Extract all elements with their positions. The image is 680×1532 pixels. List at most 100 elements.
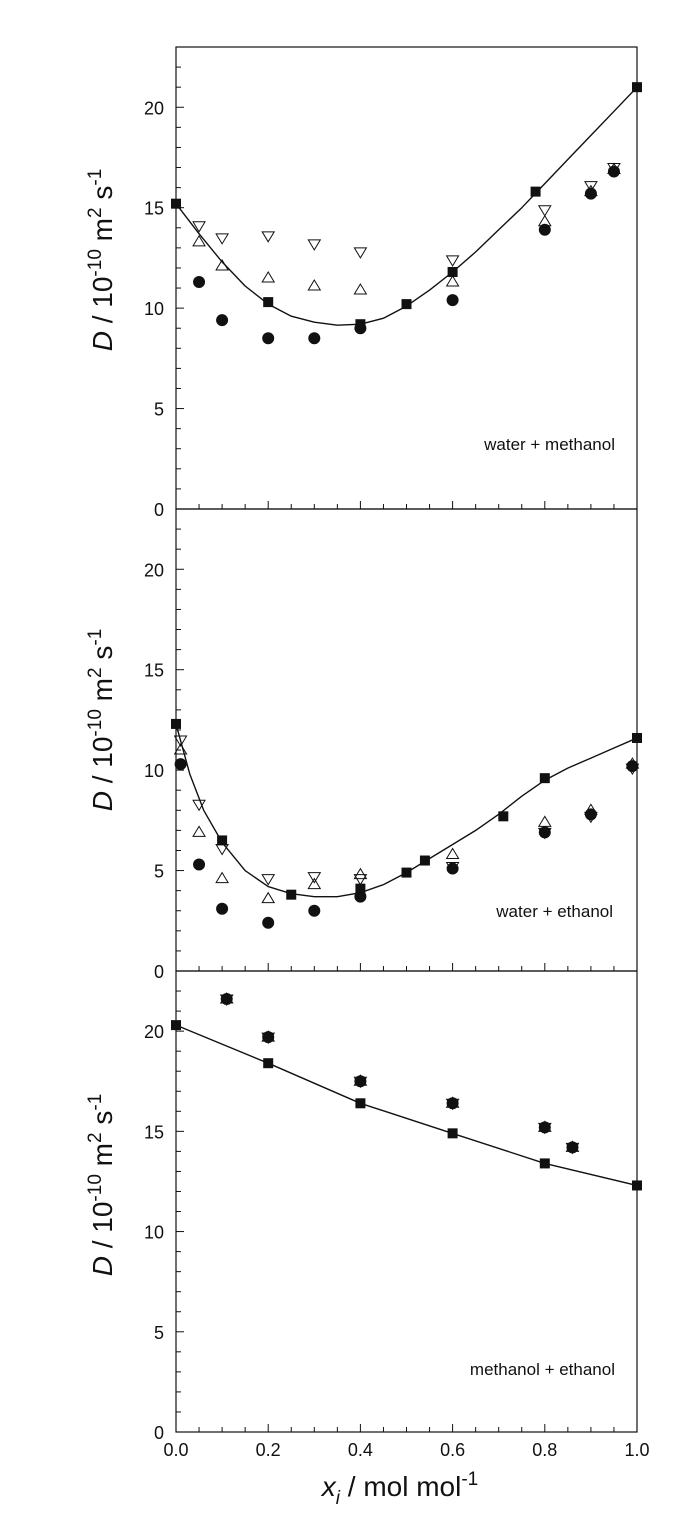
point-filled-square xyxy=(263,1058,274,1069)
point-filled-square xyxy=(355,883,366,894)
y-tick-label: 15 xyxy=(144,661,164,681)
point-open-triangle-down xyxy=(215,233,229,245)
point-filled-circle xyxy=(584,808,597,821)
point-open-triangle-down xyxy=(445,255,460,267)
y-tick-label: 15 xyxy=(144,199,164,219)
point-filled-square xyxy=(171,1020,181,1031)
point-filled-square xyxy=(632,1180,642,1191)
panel-bottom: 0 5 10 15 20 D / 10-10 m2 s-1 methanol + ethan… xyxy=(85,970,650,1509)
y-tick-label: 20 xyxy=(144,1022,164,1042)
point-filled-circle xyxy=(538,1121,551,1134)
point-filled-circle xyxy=(538,826,551,839)
point-open-triangle-up xyxy=(307,279,322,291)
point-filled-square xyxy=(498,811,509,822)
y-tick-label: 20 xyxy=(144,98,164,118)
point-filled-circle xyxy=(220,993,233,1006)
point-open-triangle-up xyxy=(307,877,322,890)
point-open-triangle-down xyxy=(192,799,206,812)
point-filled-square xyxy=(419,855,430,866)
x-tick-label: 0.8 xyxy=(532,1440,557,1460)
y-tick-label: 5 xyxy=(154,400,164,420)
point-open-triangle-up xyxy=(261,271,276,283)
x-tick-label: 0.0 xyxy=(163,1440,188,1460)
point-filled-circle xyxy=(308,904,321,917)
point-filled-circle xyxy=(193,858,206,871)
point-open-triangle-down xyxy=(353,874,368,886)
panel-middle: 0 5 10 15 20 D / 10-10 m2 s-1 water + ethanol xyxy=(85,508,642,982)
point-open-triangle-up xyxy=(445,275,460,287)
y-axis-title: D / 10-10 m2 s-1 xyxy=(85,629,118,812)
fit-curve xyxy=(175,723,638,898)
panel-top: 0 5 10 15 20 D / 10-10 m2 s-1 water + methanol xyxy=(85,46,642,520)
point-open-triangle-down xyxy=(307,239,322,251)
x-tick-label: 1.0 xyxy=(624,1440,649,1460)
point-filled-square xyxy=(632,82,642,93)
point-open-triangle-down xyxy=(261,874,276,886)
point-filled-square xyxy=(530,186,541,197)
point-filled-square xyxy=(263,297,274,308)
x-axis-title: xi / mol mol-1 xyxy=(320,1469,479,1509)
point-filled-square xyxy=(447,266,458,277)
y-tick-label: 10 xyxy=(144,299,164,319)
point-open-triangle-up xyxy=(353,283,368,295)
point-filled-square xyxy=(632,732,642,743)
point-open-triangle-up xyxy=(261,891,276,904)
point-filled-circle xyxy=(216,314,229,327)
point-filled-circle xyxy=(446,1097,459,1110)
point-open-triangle-up xyxy=(445,847,460,859)
point-open-triangle-down xyxy=(537,205,552,217)
panel-annotation: water + ethanol xyxy=(495,902,613,921)
x-tick-label: 0.6 xyxy=(440,1440,465,1460)
point-filled-circle xyxy=(193,276,206,289)
y-tick-label: 0 xyxy=(154,962,164,982)
point-open-triangle-up xyxy=(353,867,368,880)
point-filled-square xyxy=(171,718,181,729)
point-filled-square xyxy=(539,1158,550,1169)
fit-curve xyxy=(175,1024,638,1187)
point-filled-circle xyxy=(262,332,275,345)
y-axis-symbol: D xyxy=(87,791,118,811)
point-filled-square xyxy=(355,319,366,330)
point-filled-square xyxy=(286,889,297,900)
point-filled-square xyxy=(355,1098,366,1109)
point-open-triangle-up xyxy=(215,871,229,884)
point-filled-square xyxy=(171,198,181,209)
point-open-triangle-down xyxy=(307,872,322,884)
y-axis-symbol: D xyxy=(87,331,118,351)
point-open-triangle-up xyxy=(215,258,229,271)
point-filled-circle xyxy=(538,223,551,236)
point-filled-square xyxy=(217,835,228,846)
point-filled-circle xyxy=(446,862,459,875)
point-filled-circle xyxy=(308,332,321,345)
y-tick-label: 0 xyxy=(154,500,164,520)
y-tick-label: 5 xyxy=(154,862,164,882)
point-open-triangle-up xyxy=(173,743,188,755)
y-tick-label: 10 xyxy=(144,761,164,781)
point-filled-circle xyxy=(262,1031,275,1044)
point-open-triangle-up xyxy=(537,815,552,827)
point-filled-circle xyxy=(584,187,597,200)
x-axis-symbol: x xyxy=(320,1471,337,1502)
point-filled-circle xyxy=(354,890,367,903)
point-open-triangle-up xyxy=(192,825,206,837)
panel-annotation: methanol + ethanol xyxy=(470,1360,615,1379)
point-open-triangle-down xyxy=(584,181,598,193)
y-tick-label: 10 xyxy=(144,1223,164,1243)
point-filled-square xyxy=(401,299,412,310)
y-axis-title: D / 10-10 m2 s-1 xyxy=(85,1094,118,1277)
point-filled-circle xyxy=(354,1075,367,1088)
point-filled-circle xyxy=(174,758,187,771)
point-open-triangle-down xyxy=(215,843,229,856)
point-open-triangle-down xyxy=(353,247,368,259)
point-filled-square xyxy=(447,1128,458,1139)
point-open-triangle-down xyxy=(261,231,276,243)
point-filled-circle xyxy=(566,1141,579,1154)
point-filled-square xyxy=(401,867,412,878)
y-axis-title: D / 10-10 m2 s-1 xyxy=(85,169,118,352)
point-open-triangle-down xyxy=(173,735,188,747)
point-filled-circle xyxy=(626,760,639,773)
y-tick-label: 5 xyxy=(154,1323,164,1343)
point-filled-circle xyxy=(446,294,459,307)
point-filled-circle xyxy=(262,916,275,929)
